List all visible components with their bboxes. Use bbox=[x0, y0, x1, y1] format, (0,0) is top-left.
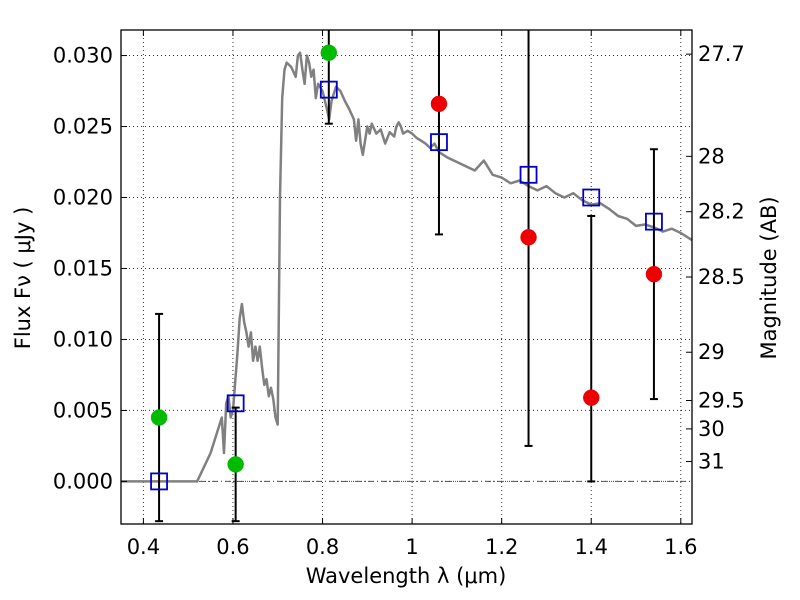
model-photometry-marker bbox=[582, 188, 601, 207]
detection-marker bbox=[320, 44, 338, 61]
detection-marker bbox=[227, 456, 244, 473]
x-axis: 0.4 0.6 0.8 1 1.2 1.4 1.6 bbox=[127, 30, 698, 559]
y-tick-label: 0.025 bbox=[53, 115, 113, 139]
x-tick-label: 1.2 bbox=[485, 535, 518, 559]
sed-model-line bbox=[121, 51, 693, 483]
upper-limit-marker bbox=[430, 95, 448, 113]
y2-tick-label: 28.5 bbox=[698, 265, 745, 289]
model-photometry-marker bbox=[645, 212, 663, 231]
y2-tick-label: 30 bbox=[698, 417, 725, 441]
y-tick-label: 0.010 bbox=[53, 327, 113, 351]
y-tick-label: 0.015 bbox=[53, 256, 113, 280]
detection-marker bbox=[150, 409, 168, 426]
sed-model-layer bbox=[121, 51, 693, 483]
y2-tick-label: 27.7 bbox=[698, 42, 745, 66]
x-tick-label: 1.4 bbox=[575, 535, 608, 559]
x-tick-label: 0.8 bbox=[306, 535, 339, 559]
model-photometry-marker bbox=[150, 472, 168, 491]
y-axis-title: Flux Fν ( μJy ) bbox=[11, 207, 35, 350]
y2-tick-label: 31 bbox=[698, 450, 725, 474]
y-axis: 0.000 0.005 0.010 0.015 0.020 0.025 0.030 bbox=[53, 44, 127, 493]
model-photometry-marker bbox=[319, 80, 338, 99]
x-tick-label: 0.6 bbox=[216, 535, 249, 559]
upper-limit-marker bbox=[582, 389, 600, 406]
upper-limit-marker bbox=[645, 265, 663, 283]
x-tick-label: 1 bbox=[405, 535, 418, 559]
y2-tick-label: 28.2 bbox=[698, 200, 745, 224]
y-tick-label: 0.020 bbox=[53, 186, 113, 210]
y2-tick-label: 29 bbox=[698, 340, 725, 364]
model-photometry-marker bbox=[519, 165, 538, 184]
y2-axis-title: Magnitude (AB) bbox=[757, 196, 781, 359]
model-photometry-marker bbox=[430, 133, 448, 152]
x-axis-title: Wavelength λ (μm) bbox=[306, 564, 507, 588]
x-tick-label: 1.6 bbox=[664, 535, 697, 559]
x-tick-label: 0.4 bbox=[127, 535, 160, 559]
y2-axis: 27.7 28 28.2 28.5 29 29.5 30 31 bbox=[686, 42, 745, 474]
y-tick-label: 0.030 bbox=[53, 44, 113, 68]
y2-tick-label: 28 bbox=[698, 144, 725, 168]
upper-limit-marker bbox=[520, 229, 537, 246]
y-tick-label: 0.000 bbox=[53, 469, 113, 493]
markers bbox=[150, 44, 663, 491]
model-photometry-marker bbox=[226, 394, 245, 413]
y-tick-label: 0.005 bbox=[53, 398, 113, 422]
y2-tick-label: 29.5 bbox=[698, 389, 745, 413]
